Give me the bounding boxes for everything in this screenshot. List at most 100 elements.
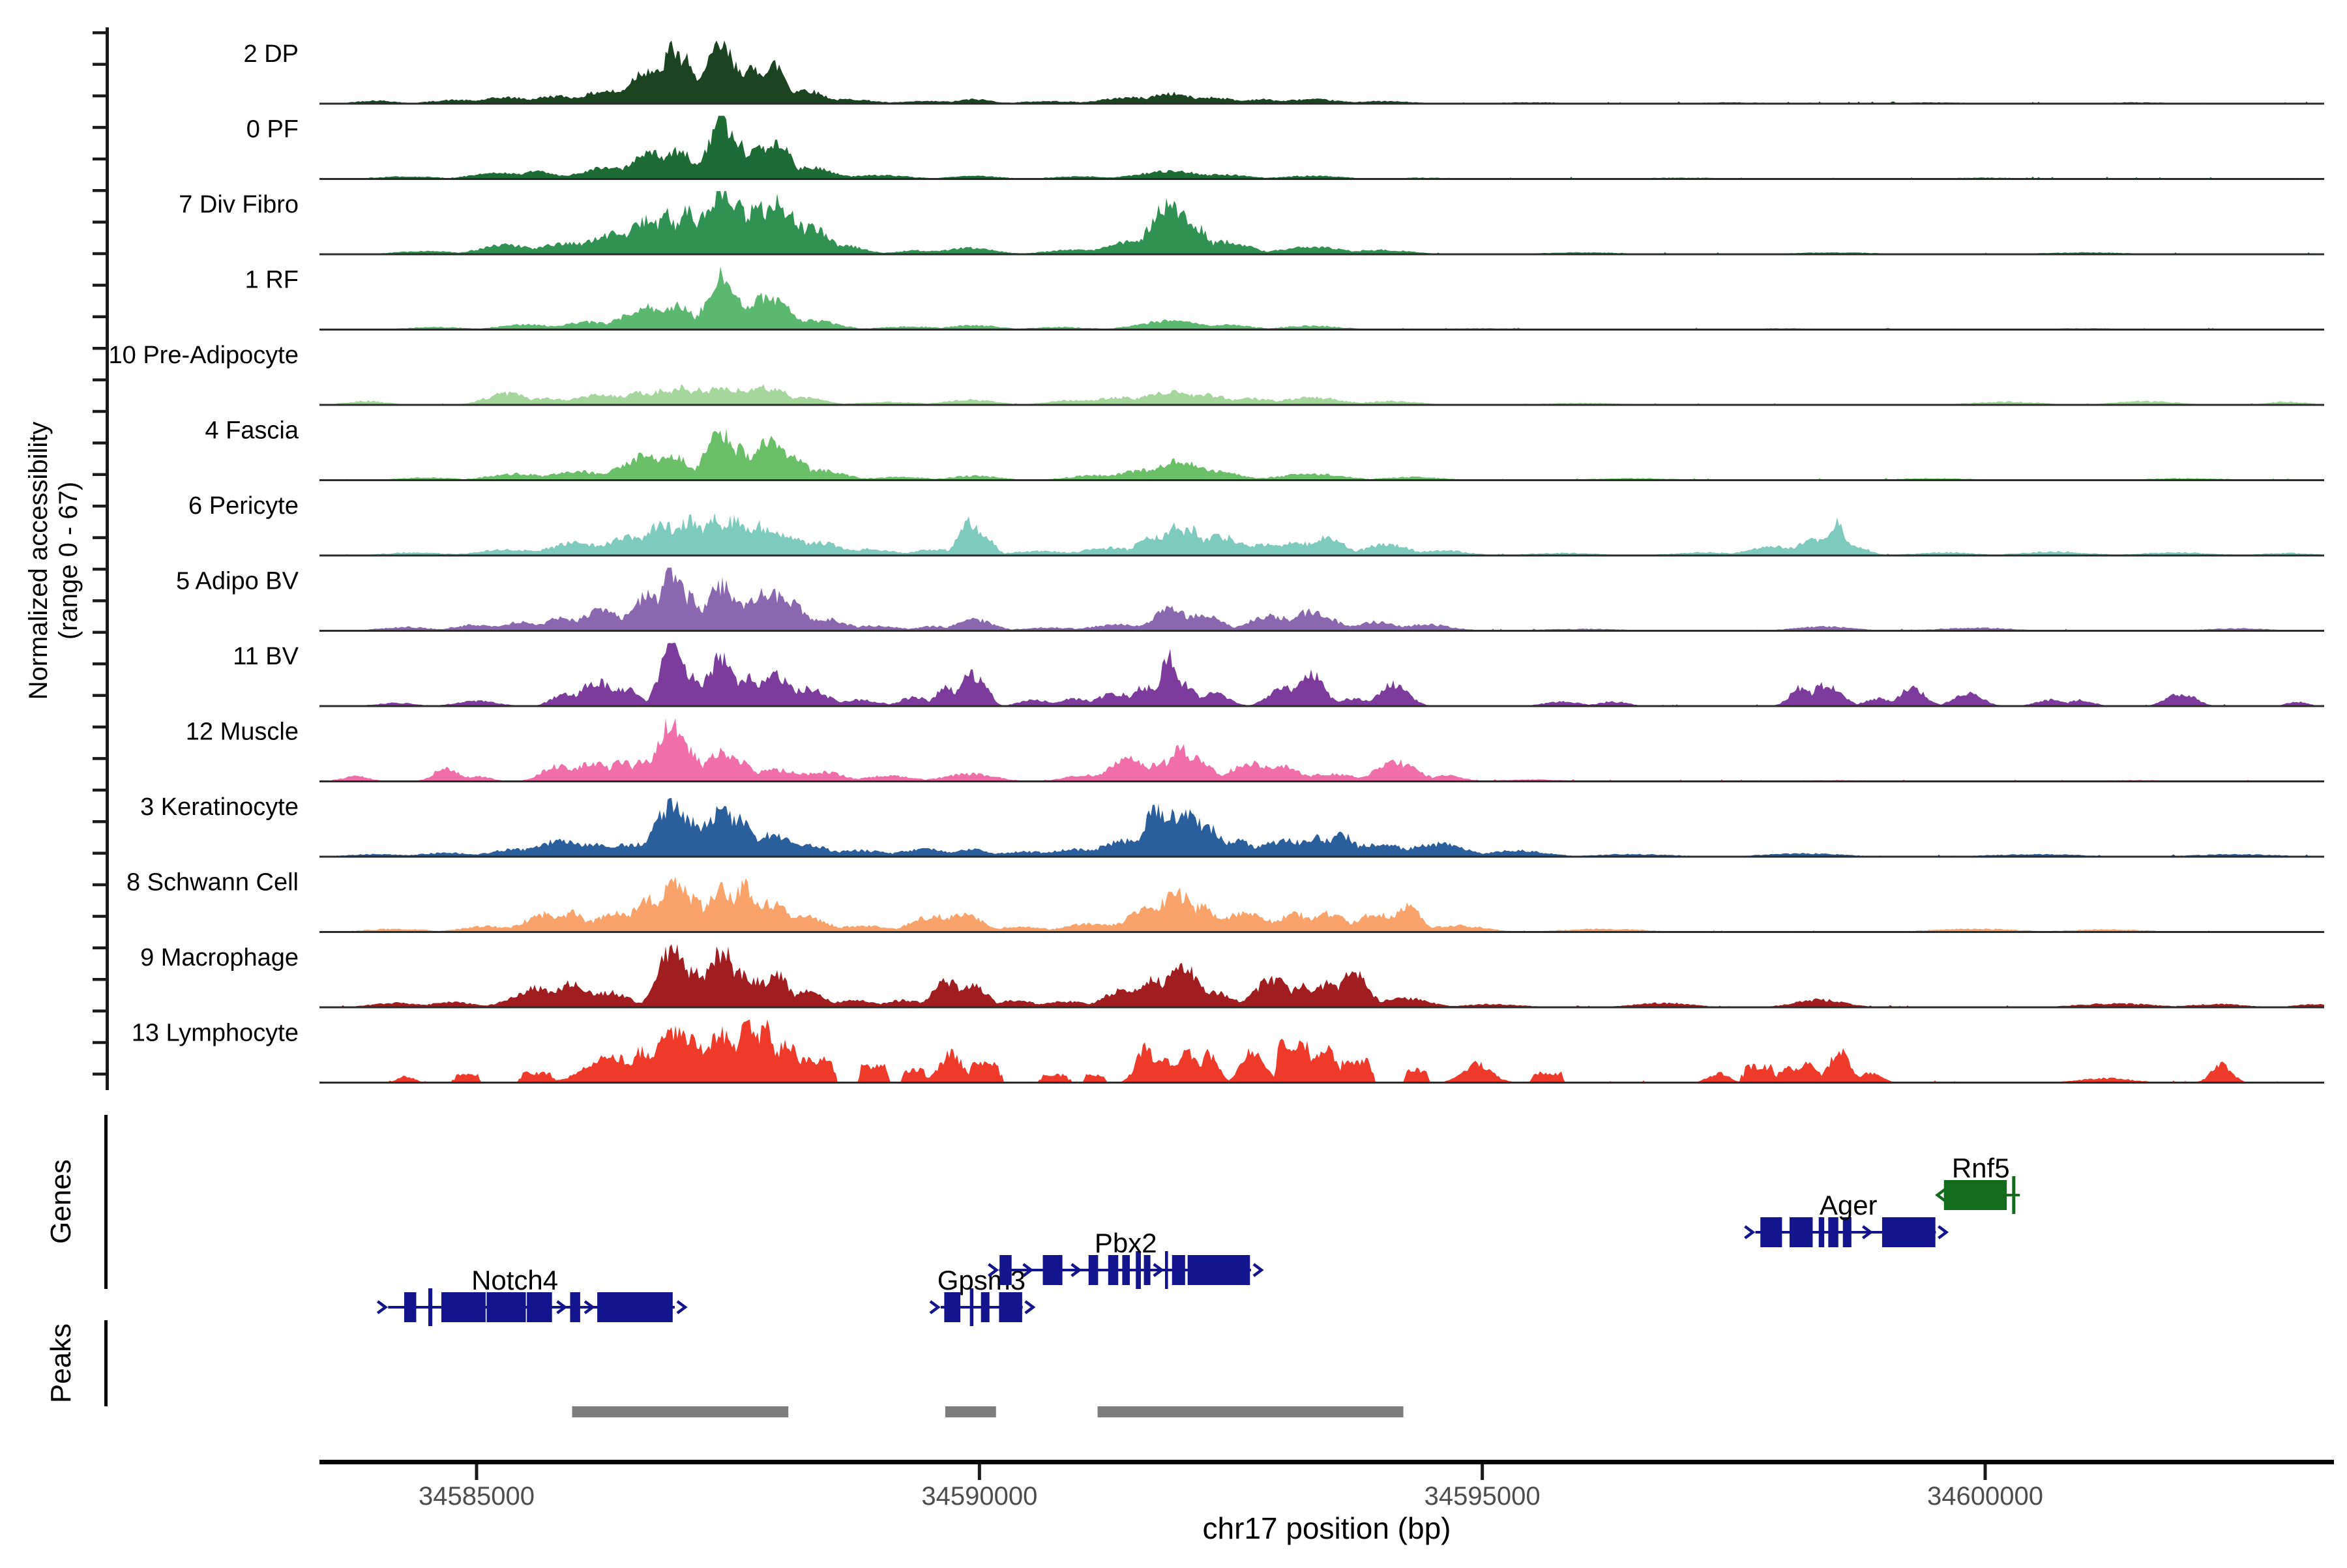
track-area-2-dp: [319, 40, 2324, 104]
accessibility-axis-tick: [93, 284, 107, 287]
gene-exon: [1943, 1180, 2007, 1210]
track-area-0-pf: [319, 115, 2324, 179]
genes-section-label: Genes: [45, 1159, 77, 1244]
track-baseline: [319, 931, 2324, 933]
x-axis-tick: [475, 1464, 479, 1480]
gene-strand-arrow: [1935, 1188, 1947, 1202]
x-axis-tick-label: 34595000: [1424, 1482, 1541, 1511]
accessibility-axis-tick: [93, 567, 107, 571]
accessibility-axis-tick: [93, 31, 107, 35]
accessibility-axis-tick: [93, 157, 107, 161]
track-area-13-lymphocyte: [319, 1019, 2324, 1083]
track-baseline: [319, 404, 2324, 406]
gene-strand-arrow: [1024, 1300, 1036, 1314]
gene-exon: [1818, 1217, 1825, 1247]
gene-exon: [981, 1292, 990, 1322]
gene-exon: [1088, 1255, 1099, 1285]
gene-strand-arrow: [1022, 1263, 1034, 1277]
track-baseline: [319, 253, 2324, 256]
gene-exon: [597, 1292, 673, 1322]
gene-exon: [2012, 1176, 2016, 1214]
accessibility-axis-line: [106, 27, 109, 1090]
accessibility-axis-tick: [93, 347, 107, 350]
gene-exon: [1136, 1251, 1141, 1289]
track-6-pericyte: 6 Pericyte: [188, 492, 2324, 557]
track-baseline: [319, 102, 2324, 105]
gene-label-pbx2: Pbx2: [1095, 1228, 1157, 1258]
accessibility-axis-tick: [93, 1072, 107, 1076]
gene-notch4: Notch4: [376, 1265, 688, 1326]
accessibility-axis-tick: [93, 915, 107, 918]
track-area-3-keratinocyte: [319, 798, 2324, 857]
gene-exon: [527, 1292, 552, 1322]
gene-strand-arrow: [1153, 1263, 1164, 1277]
gene-exon: [428, 1288, 433, 1326]
gene-strand-arrow: [556, 1300, 568, 1314]
track-12-muscle: 12 Muscle: [186, 718, 2324, 782]
x-axis-tick: [1983, 1464, 1987, 1480]
accessibility-axis-tick: [93, 725, 107, 729]
gene-exon: [486, 1292, 526, 1322]
track-label-0-pf: 0 PF: [246, 116, 299, 143]
accessibility-axis-tick: [93, 94, 107, 98]
gene-strand-arrow: [988, 1263, 999, 1277]
track-label-2-dp: 2 DP: [244, 40, 299, 68]
gene-exon: [1760, 1217, 1782, 1247]
gene-exon: [999, 1292, 1022, 1322]
x-axis: 34585000 34590000 34595000 34600000: [319, 1460, 2334, 1511]
track-area-4-fascia: [319, 428, 2324, 481]
track-2-dp: 2 DP: [244, 40, 2324, 105]
track-label-10-pre-adipocyte: 10 Pre-Adipocyte: [109, 342, 299, 369]
gene-exon: [1144, 1255, 1151, 1285]
track-area-7-div-fibro: [319, 191, 2324, 254]
track-label-6-pericyte: 6 Pericyte: [188, 492, 299, 520]
track-13-lymphocyte: 13 Lymphocyte: [132, 1020, 2324, 1084]
track-baseline: [319, 630, 2324, 632]
gene-label-rnf5: Rnf5: [1952, 1153, 2010, 1183]
track-label-5-adipo-bv: 5 Adipo BV: [176, 568, 299, 595]
gene-strand-arrow: [1938, 1225, 1949, 1239]
track-area-8-schwann-cell: [319, 876, 2324, 932]
track-0-pf: 0 PF: [246, 115, 2324, 180]
accessibility-axis-tick: [93, 599, 107, 602]
gene-ager: Ager: [1744, 1190, 1949, 1247]
gene-exon: [1122, 1255, 1130, 1285]
track-baseline: [319, 1006, 2324, 1009]
accessibility-axis-tick: [93, 662, 107, 666]
genes-section-bracket: [104, 1115, 108, 1289]
gene-exon: [1789, 1217, 1813, 1247]
track-baseline: [319, 855, 2324, 858]
peaks-section-bracket: [104, 1320, 108, 1406]
accessibility-axis-tick: [93, 1009, 107, 1013]
track-label-8-schwann-cell: 8 Schwann Cell: [126, 869, 299, 896]
accessibility-tracks: 2 DP 0 PF 7 Div Fibro 1 RF 10 Pre-Adipocyte 4…: [109, 40, 2324, 1084]
x-axis-tick-label: 34600000: [1927, 1482, 2043, 1511]
track-label-7-div-fibro: 7 Div Fibro: [179, 191, 299, 218]
track-label-1-rf: 1 RF: [245, 267, 299, 294]
track-baseline: [319, 554, 2324, 557]
gene-models-track: Notch4 Gpsm3 Pbx2 Ager Rnf5: [376, 1153, 2020, 1326]
track-3-keratinocyte: 3 Keratinocyte: [140, 793, 2324, 858]
track-baseline: [319, 329, 2324, 331]
accessibility-axis-tick: [93, 694, 107, 697]
track-label-3-keratinocyte: 3 Keratinocyte: [140, 793, 299, 821]
track-area-12-muscle: [319, 718, 2324, 782]
peak-regions-track: [572, 1406, 1404, 1417]
accessibility-axis-tick: [93, 757, 107, 760]
accessibility-axis-tick: [93, 409, 107, 413]
gene-strand-arrow: [676, 1300, 688, 1314]
accessibility-axis-tick: [93, 978, 107, 981]
accessibility-axis-tick: [93, 505, 107, 508]
accessibility-axis-tick: [93, 126, 107, 129]
gene-exon: [1828, 1217, 1838, 1247]
track-baseline: [319, 1082, 2324, 1084]
gene-strand-arrow: [376, 1300, 388, 1314]
peaks-section-label: Peaks: [45, 1324, 77, 1403]
accessibility-axis-tick: [93, 788, 107, 792]
gene-exon: [441, 1292, 486, 1322]
gene-strand-arrow: [1862, 1225, 1874, 1239]
track-baseline: [319, 178, 2324, 180]
gene-strand-arrow: [583, 1300, 595, 1314]
x-axis-tick-label: 34585000: [419, 1482, 535, 1511]
